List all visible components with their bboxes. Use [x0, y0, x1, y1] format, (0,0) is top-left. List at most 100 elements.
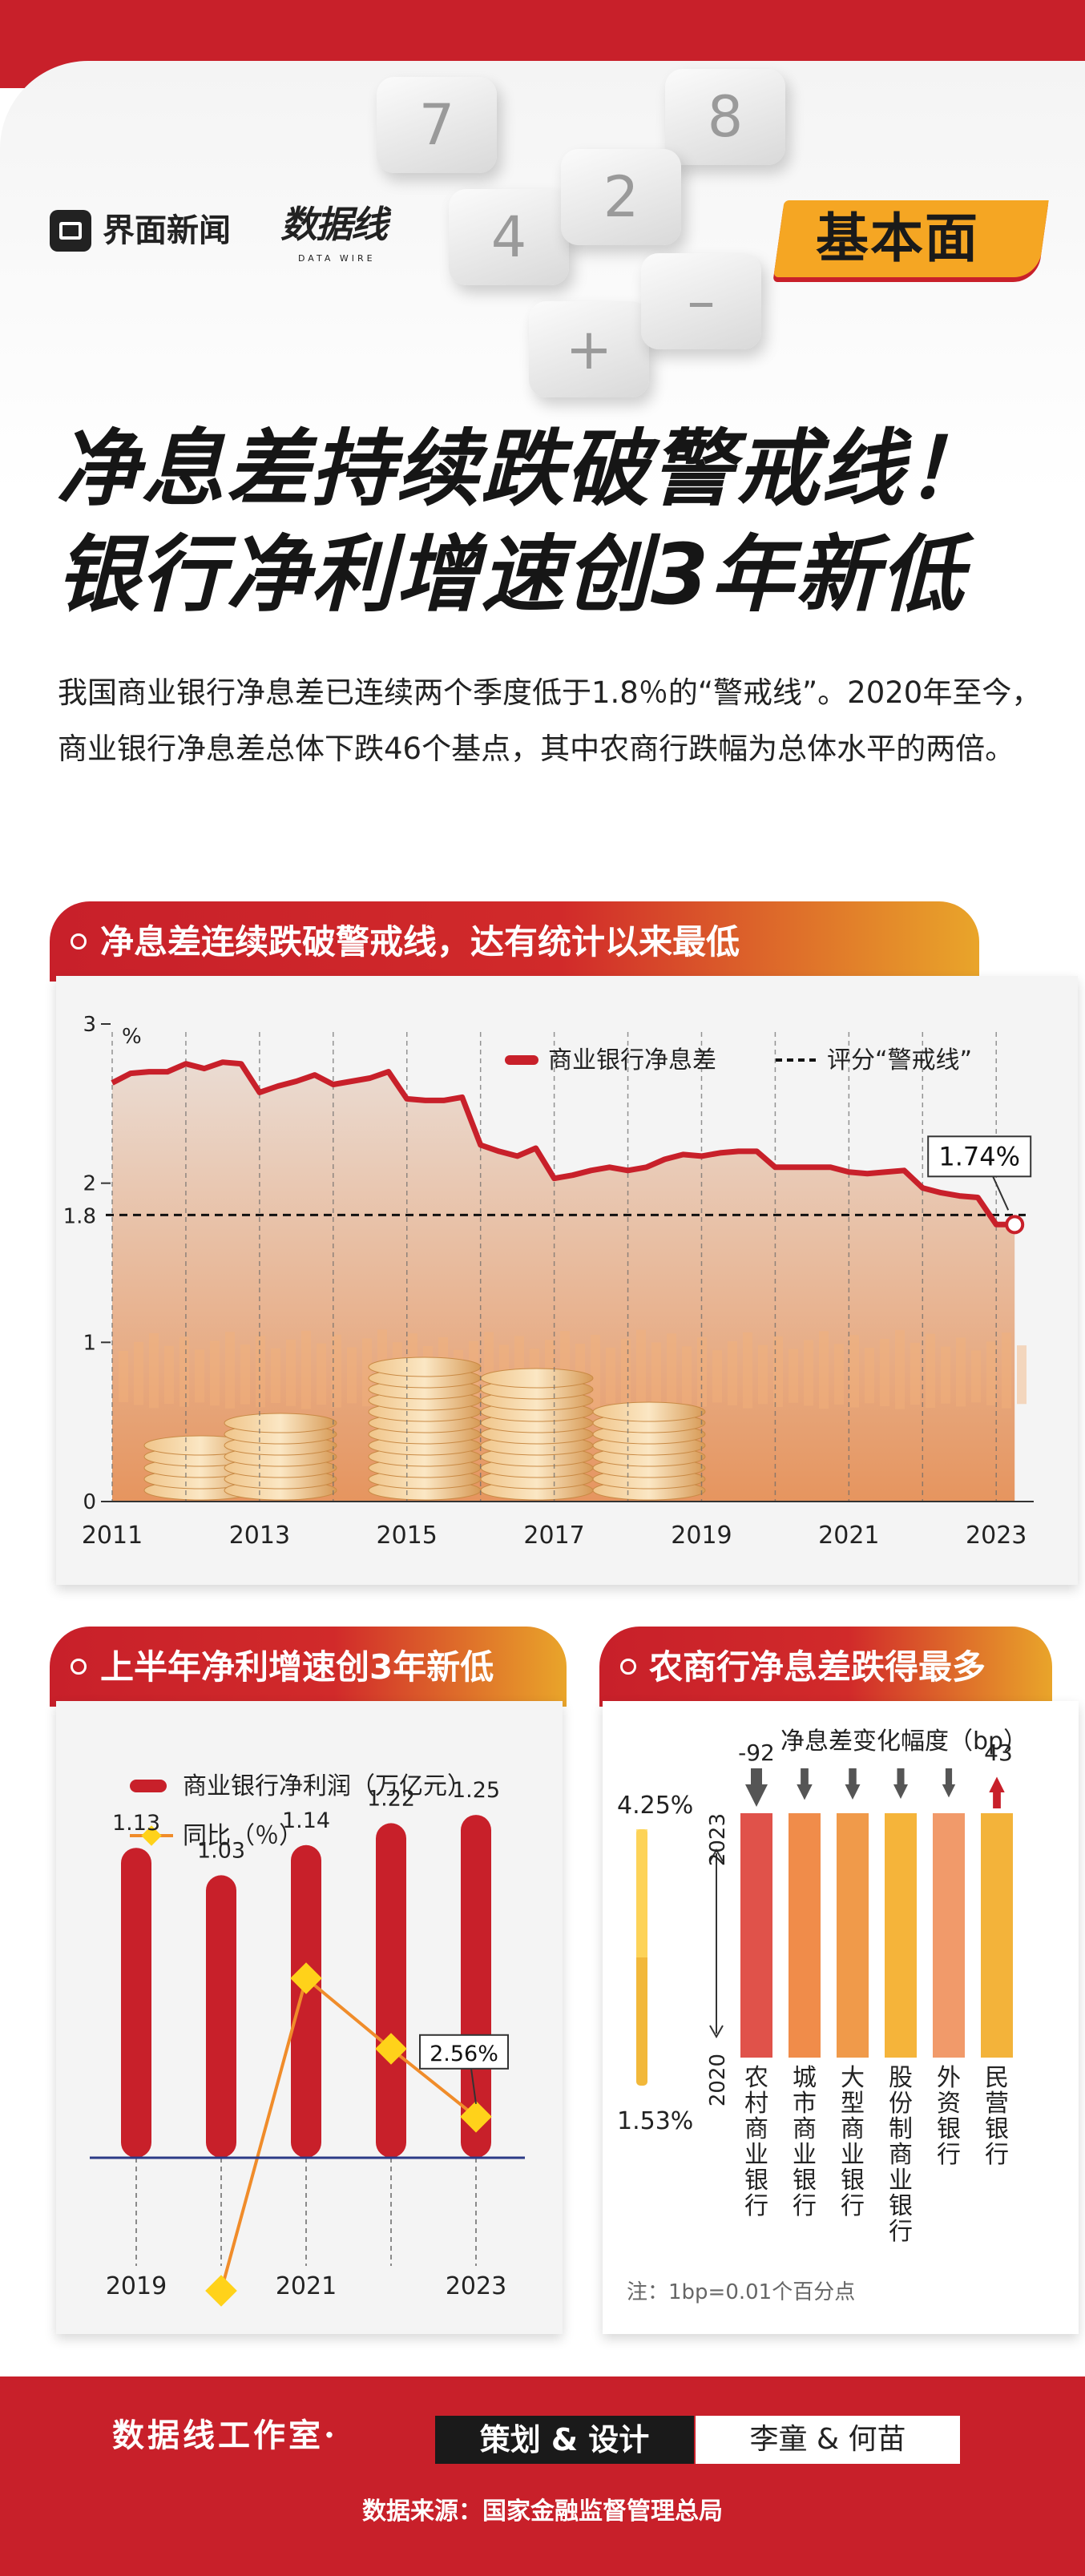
y-unit-label: %: [122, 1025, 142, 1049]
increase-arrow-icon: [989, 1776, 1005, 1792]
range-bottom-label: 1.53%: [617, 2107, 693, 2135]
calculator-key: +: [529, 301, 649, 397]
bank-range-bar: [740, 1813, 772, 2058]
decline-arrow-icon: [797, 1784, 813, 1800]
coin-stack-decor: [368, 1357, 482, 1377]
nim-line-chart: 0 1 2 3 % 2011 2013 2015 2017 2019 2021 2023 1.8 1.7…: [63, 1013, 1034, 1550]
bank-range-bar: [933, 1813, 965, 2058]
x-tick-label: 2021: [276, 2272, 337, 2300]
decline-arrow-icon: [745, 1784, 768, 1807]
yoy-callout-leader: [470, 2068, 477, 2104]
bg-texture-bar: [119, 1351, 128, 1402]
yoy-point: [375, 2033, 407, 2065]
y-tick-label: 0: [83, 1490, 96, 1514]
bg-texture-bar: [956, 1337, 966, 1407]
change-value-label: -92: [738, 1740, 775, 1766]
x-tick-label: 2023: [966, 1522, 1027, 1550]
calculator-key: 8: [665, 69, 785, 165]
bg-texture-bar: [606, 1347, 615, 1404]
yoy-line: [220, 1975, 478, 2292]
bg-texture-bar: [712, 1350, 722, 1403]
range-bar-highlight: [636, 1829, 647, 1957]
legend-label-yoy: 同比（％）: [183, 1822, 303, 1850]
coin-stack-decor: [592, 1401, 706, 1422]
bank-category-label: 股份制商业银行: [889, 2064, 913, 2246]
chart1-panel: 0 1 2 3% 2011 2013 2015 2017 2019 2021 2023 1.8 1.7…: [56, 976, 1078, 1585]
nim-area-fill: [112, 1062, 1015, 1502]
legend-label-nim: 商业银行净息差: [548, 1046, 716, 1074]
bg-texture-bar: [743, 1332, 752, 1409]
profit-bar-label: 1.25: [452, 1778, 500, 1803]
bg-texture-bar: [347, 1347, 357, 1404]
callout-leader: [991, 1174, 1010, 1211]
section2-title: 上半年净利增速创3年新低: [100, 1647, 494, 1687]
calculator-key: 2: [561, 149, 681, 245]
jiemian-logo-icon: [50, 210, 91, 252]
footer-role: 策划 & 设计: [479, 2422, 650, 2457]
footer-names-box: [696, 2416, 960, 2464]
bg-texture-bar: [651, 1342, 661, 1405]
profit-bar-label: 1.03: [197, 1838, 245, 1863]
bg-texture-bar: [804, 1340, 813, 1406]
footer-source: 数据来源：国家金融监督管理总局: [362, 2497, 723, 2526]
callout-label: 1.74%: [938, 1141, 1020, 1171]
bg-texture-bar: [301, 1330, 311, 1409]
increase-arrow-stem: [993, 1791, 1001, 1808]
chart3-panel: 净息差变化幅度（bp） 4.25% 1.53% 2023 2020 -92 43 农村商…: [603, 1701, 1079, 2334]
calculator-key: –: [641, 253, 761, 349]
decline-arrow-stem: [801, 1768, 809, 1786]
coin-stack-decor: [224, 1413, 337, 1433]
legend-swatch-profit: [130, 1780, 167, 1792]
x-tick-label: 2015: [377, 1522, 438, 1550]
x-tick-label: 2011: [82, 1522, 143, 1550]
bank-category-label: 外资银行: [937, 2064, 961, 2169]
bg-texture-bar: [271, 1348, 280, 1403]
bank-category-label: 大型商业银行: [841, 2064, 865, 2220]
bg-texture-bar: [941, 1346, 950, 1404]
warning-line-label: 1.8: [63, 1204, 96, 1228]
bg-texture-bar: [317, 1343, 326, 1405]
bg-texture-bar: [865, 1348, 874, 1404]
section1-header: [50, 901, 979, 982]
bg-texture-bar: [667, 1333, 676, 1409]
chart3-title: 净息差变化幅度（bp）: [780, 1727, 1027, 1756]
bg-texture-bar: [164, 1345, 174, 1405]
bg-texture-bar: [728, 1341, 737, 1405]
x-tick-label: 2017: [523, 1522, 584, 1550]
year-axis-bottom-label: 2020: [706, 2054, 730, 2106]
nim-change-chart: 净息差变化幅度（bp） 4.25% 1.53% 2023 2020 -92 43 农村商…: [603, 1701, 1079, 2334]
profit-bar-label: 1.13: [112, 1811, 160, 1836]
bank-category-label: 民营银行: [985, 2064, 1009, 2169]
decline-arrow-stem: [897, 1768, 905, 1786]
yoy-callout-box: [419, 2034, 509, 2070]
bg-texture-bar: [1002, 1332, 1011, 1409]
section3-header: [599, 1627, 1052, 1707]
datawire-logo-sub: DATA WIRE: [298, 253, 376, 264]
year-axis-arrow-down: [709, 2025, 724, 2039]
bg-texture-bar: [758, 1344, 768, 1405]
x-tick-label: 2021: [818, 1522, 879, 1550]
bg-texture-bar: [362, 1338, 372, 1407]
net-profit-chart: 商业银行净利润（万亿元） 同比（％） 1.13 1.03 1.14 1.22 1.25 2…: [90, 1772, 525, 2307]
bg-texture-bar: [1017, 1345, 1027, 1405]
bg-texture-bar: [225, 1332, 235, 1409]
legend-label-warning: 评分“警戒线”: [827, 1046, 972, 1074]
bank-range-bar: [885, 1813, 917, 2058]
bg-texture-bar: [971, 1350, 981, 1403]
bg-texture-bar: [880, 1339, 889, 1406]
profit-bar: [376, 1823, 406, 2158]
bg-texture-bar: [195, 1349, 204, 1403]
bg-texture-bar: [621, 1338, 631, 1407]
hero-background: 7 8 4 2 + –: [0, 61, 1085, 782]
y-tick-label: 1: [83, 1331, 96, 1355]
y-tick-label: 3: [83, 1013, 96, 1037]
headline-line-2: 银行净利增速创3年新低: [56, 526, 966, 623]
decline-arrow-stem: [849, 1768, 857, 1786]
range-top-label: 4.25%: [617, 1792, 693, 1820]
profit-bar: [206, 1875, 236, 2158]
bank-category-label: 城市商业银行: [793, 2064, 817, 2220]
section2-bullet-icon: [71, 1659, 87, 1675]
decline-arrow-icon: [845, 1784, 861, 1800]
decline-arrow-stem: [751, 1768, 762, 1786]
x-tick-label: 2013: [229, 1522, 290, 1550]
